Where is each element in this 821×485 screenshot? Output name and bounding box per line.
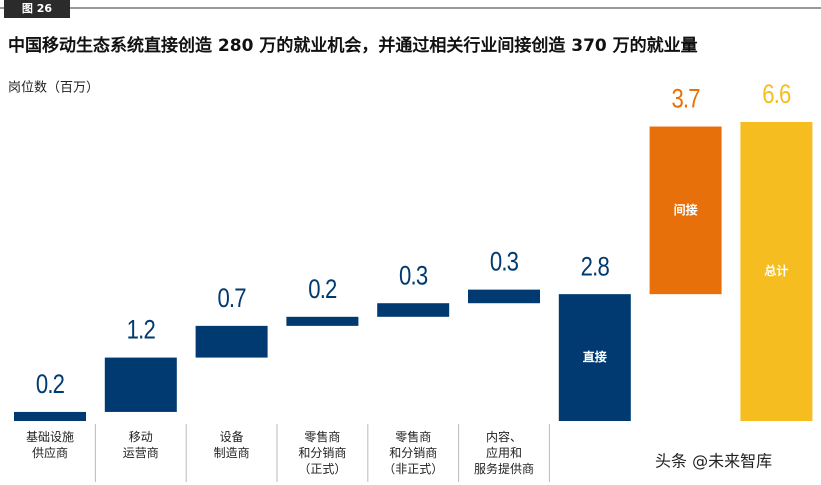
y-label: 岗位数（百万） xyxy=(8,81,99,96)
bar xyxy=(740,122,813,421)
x-tick-label: 零售商和分销商（正式） xyxy=(298,429,346,476)
x-tick-label: 基础设施供应商 xyxy=(26,430,74,460)
x-tick-label: 设备制造商 xyxy=(214,430,250,460)
x-tick-label: 零售商和分销商（非正式） xyxy=(383,429,443,476)
watermark: 头条 @未来智库 xyxy=(655,452,772,471)
value-label: 0.2 xyxy=(308,275,336,305)
badge: 图 26 xyxy=(22,2,52,15)
bar xyxy=(377,303,450,317)
x-tick-label: 移动运营商 xyxy=(123,430,159,460)
bar-label: 直接 xyxy=(583,349,607,364)
bar xyxy=(286,316,359,326)
bar xyxy=(468,289,540,304)
value-label: 0.3 xyxy=(490,248,518,278)
bar xyxy=(195,325,268,358)
bar xyxy=(14,411,86,421)
badge-bg xyxy=(4,0,70,18)
bar xyxy=(104,357,177,412)
x-tick-label: 内容、应用和服务提供商 xyxy=(474,429,534,476)
value-label: 0.3 xyxy=(399,261,427,291)
bar xyxy=(649,126,722,295)
bar-label: 间接 xyxy=(674,202,698,217)
chart-title: 中国移动生态系统直接创造 280 万的就业机会，并通过相关行业间接创造 370 … xyxy=(8,35,698,56)
value-label: 0.7 xyxy=(217,284,245,314)
value-label: 3.7 xyxy=(671,85,699,115)
value-label: 2.8 xyxy=(581,252,609,282)
value-label: 1.2 xyxy=(127,316,155,346)
value-label: 0.2 xyxy=(36,370,64,400)
bar xyxy=(558,294,631,421)
bar-label: 总计 xyxy=(764,263,788,278)
value-label: 6.6 xyxy=(762,80,790,110)
